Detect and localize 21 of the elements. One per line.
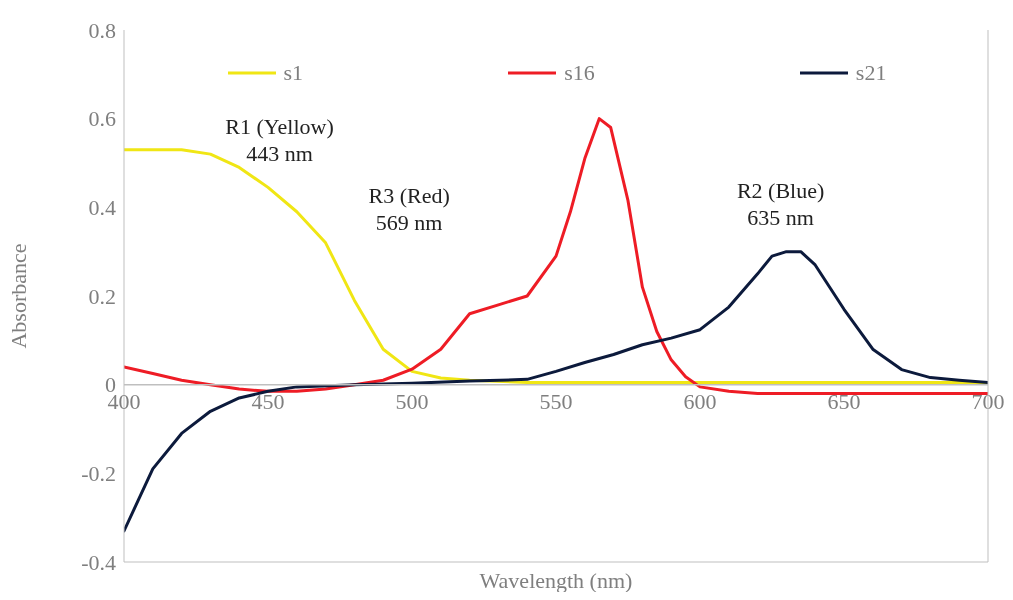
- x-tick-label: 650: [827, 388, 861, 414]
- y-tick-label: -0.4: [81, 549, 116, 575]
- line-series: [124, 117, 988, 396]
- annotation: R1 (Yellow) 443 nm: [225, 114, 334, 167]
- legend-label: s16: [564, 60, 595, 86]
- x-axis-title: Wavelength (nm): [479, 568, 633, 593]
- legend-label: s1: [283, 60, 304, 86]
- x-tick-label: 500: [395, 388, 429, 414]
- x-tick-label: 700: [971, 388, 1005, 414]
- x-tick-label: 600: [683, 388, 717, 414]
- y-tick-label: -0.2: [81, 461, 116, 487]
- x-tick-label: 550: [539, 388, 573, 414]
- y-tick-label: 0.4: [88, 195, 116, 221]
- x-tick-label: 450: [251, 388, 285, 414]
- annotation: R2 (Blue) 635 nm: [736, 177, 825, 230]
- y-tick-label: 0.6: [88, 106, 116, 132]
- y-axis-title: Absorbance: [5, 243, 31, 349]
- y-tick-label: 0.8: [88, 17, 116, 43]
- annotation: R3 (Red) 569 nm: [368, 183, 450, 236]
- legend-label: s21: [855, 60, 887, 86]
- y-tick-label: 0.2: [88, 283, 116, 309]
